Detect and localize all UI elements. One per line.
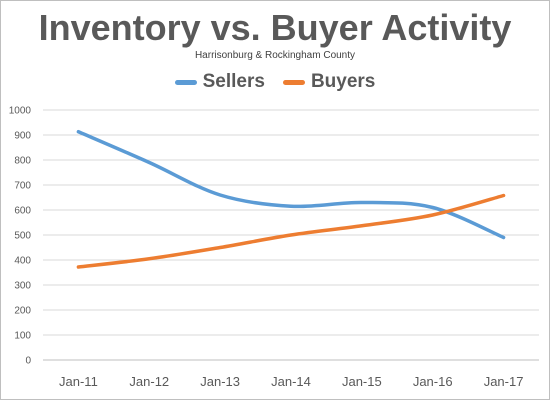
data-point-buyers <box>289 233 293 237</box>
data-point-buyers <box>76 265 80 269</box>
y-tick-label: 300 <box>14 281 31 292</box>
data-point-buyers <box>502 194 506 197</box>
x-tick-label: Jan-14 <box>271 374 311 389</box>
x-tick-label: Jan-16 <box>413 374 453 389</box>
y-tick-label: 200 <box>14 306 31 317</box>
x-tick-label: Jan-17 <box>484 374 524 389</box>
data-point-buyers <box>360 224 364 228</box>
legend: Sellers Buyers <box>1 71 549 93</box>
legend-label-buyers: Buyers <box>310 71 376 92</box>
y-tick-label: 0 <box>25 356 31 367</box>
legend-item-buyers: Buyers <box>282 71 376 93</box>
legend-swatch-buyers <box>282 79 305 85</box>
y-tick-label: 900 <box>14 131 31 142</box>
y-tick-label: 400 <box>14 256 31 267</box>
x-tick-label: Jan-12 <box>129 374 169 389</box>
legend-label-sellers: Sellers <box>202 71 265 92</box>
data-point-sellers <box>289 204 293 208</box>
y-tick-label: 500 <box>14 231 31 242</box>
chart-title: Inventory vs. Buyer Activity <box>38 7 512 48</box>
y-tick-label: 100 <box>14 331 31 342</box>
data-point-sellers <box>502 236 506 239</box>
legend-swatch-sellers <box>174 79 197 85</box>
data-point-sellers <box>218 193 222 197</box>
chart-subtitle: Harrisonburg & Rockingham County <box>194 50 356 61</box>
y-tick-label: 700 <box>14 181 31 192</box>
x-tick-label: Jan-11 <box>59 374 98 389</box>
y-tick-label: 800 <box>14 156 31 167</box>
data-point-sellers <box>76 130 80 134</box>
data-point-sellers <box>147 161 151 164</box>
data-point-buyers <box>218 246 222 249</box>
y-tick-label: 600 <box>14 206 31 217</box>
x-tick-label: Jan-13 <box>200 374 240 389</box>
data-point-buyers <box>431 213 435 217</box>
data-point-sellers <box>360 201 364 204</box>
legend-item-sellers: Sellers <box>174 71 265 93</box>
data-point-buyers <box>147 257 151 261</box>
y-tick-label: 1000 <box>9 106 32 117</box>
x-tick-label: Jan-15 <box>342 374 382 389</box>
data-point-sellers <box>431 206 435 209</box>
